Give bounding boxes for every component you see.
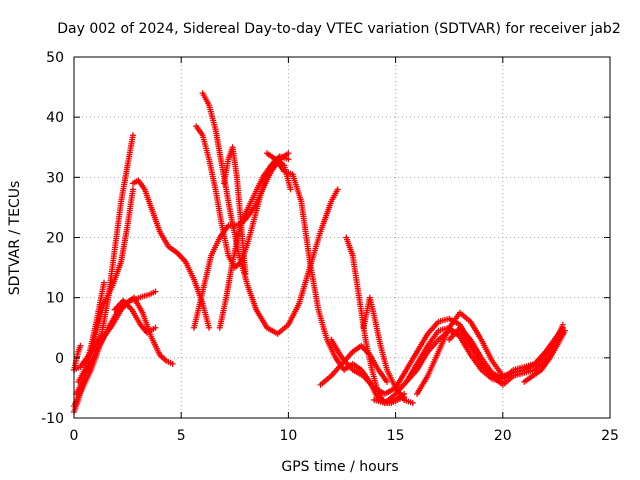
series-s13	[221, 144, 249, 277]
data-point	[334, 186, 341, 193]
y-axis-label: SDTVAR / TECUs	[7, 181, 23, 296]
data-point	[287, 186, 294, 193]
y-tick-label: -10	[41, 411, 64, 427]
data-point	[285, 156, 292, 163]
y-tick-label: 10	[46, 291, 64, 307]
series-s18	[328, 315, 506, 397]
x-tick-label: 5	[177, 428, 186, 444]
data-point	[169, 360, 176, 367]
series-s8	[111, 297, 159, 336]
data-point	[384, 378, 391, 385]
data-point	[559, 321, 566, 328]
series-s23	[521, 327, 568, 385]
data-point	[206, 324, 213, 331]
y-tick-label: 0	[55, 351, 64, 367]
x-axis-label: GPS time / hours	[281, 459, 398, 475]
y-tick-label: 30	[46, 170, 64, 186]
data-point	[409, 399, 416, 406]
x-tick-label: 10	[279, 428, 297, 444]
series-s5	[73, 288, 159, 397]
x-tick-label: 25	[601, 428, 619, 444]
data-point	[561, 327, 568, 334]
data-point	[242, 270, 249, 277]
x-tick-label: 0	[70, 428, 79, 444]
series-s10	[193, 123, 294, 271]
ticks-layer: 0 5 10 15 20 25 -10 0 10 20 30 40 50	[41, 50, 619, 444]
y-tick-label: 20	[46, 231, 64, 247]
data-point	[152, 324, 159, 331]
data-point	[101, 279, 108, 286]
y-tick-label: 50	[46, 50, 64, 66]
series-s7	[75, 279, 108, 385]
series-s17	[317, 342, 391, 388]
x-tick-label: 20	[494, 428, 512, 444]
data-point	[152, 288, 159, 295]
data-point	[129, 132, 136, 139]
y-tick-label: 40	[46, 110, 64, 126]
data-point	[129, 186, 136, 193]
x-tick-label: 15	[387, 428, 405, 444]
series-s1	[71, 132, 136, 373]
data-point	[77, 342, 84, 349]
chart-title: Day 002 of 2024, Sidereal Day-to-day VTE…	[57, 21, 620, 37]
data-point	[285, 150, 292, 157]
marks-layer	[71, 90, 568, 415]
series-s3	[129, 177, 213, 331]
